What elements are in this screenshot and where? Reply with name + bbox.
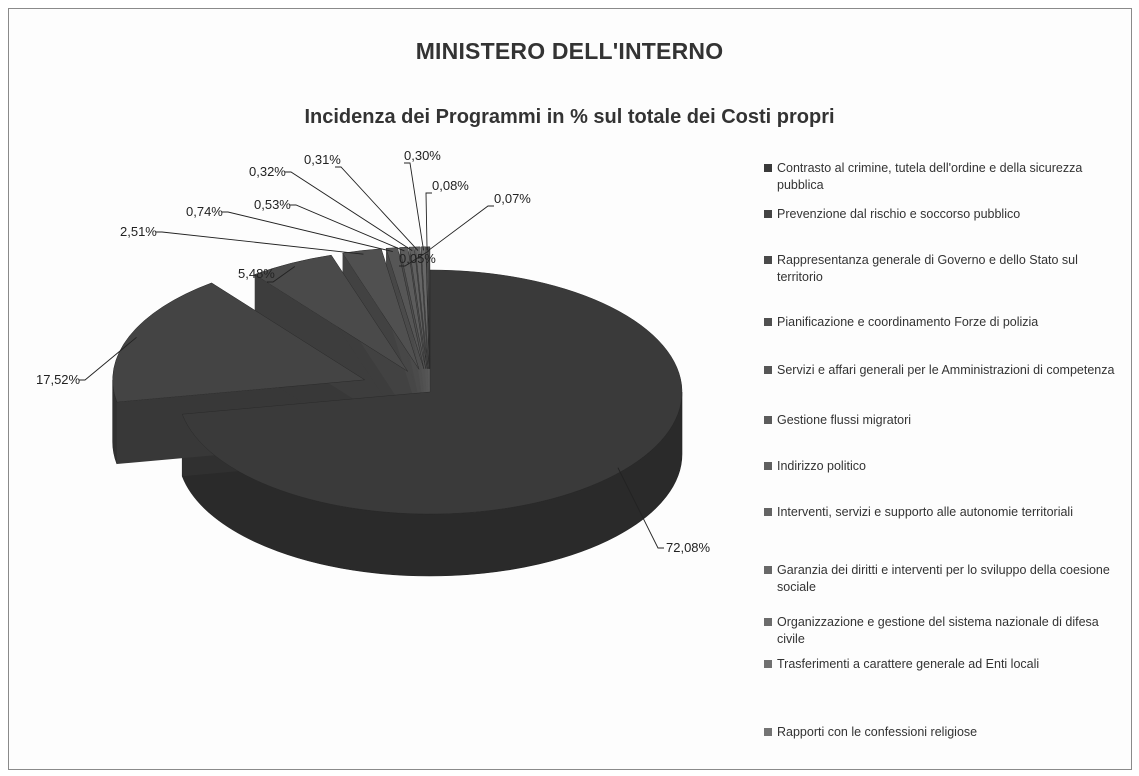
data-label: 0,31% <box>304 152 341 167</box>
pie-slice <box>181 269 683 515</box>
legend-item: Rappresentanza generale di Governo e del… <box>764 252 1116 286</box>
legend-item: Rapporti con le confessioni religiose <box>764 724 1116 741</box>
leader-line <box>425 192 432 251</box>
data-label: 72,08% <box>666 540 711 555</box>
legend-swatch <box>764 508 772 516</box>
legend-swatch <box>764 210 772 218</box>
data-label: 0,53% <box>254 197 291 212</box>
legend-label: Garanzia dei diritti e interventi per lo… <box>777 563 1110 594</box>
legend-label: Rappresentanza generale di Governo e del… <box>777 253 1078 284</box>
chart-subtitle: Incidenza dei Programmi in % sul totale … <box>304 106 835 128</box>
legend-swatch <box>764 318 772 326</box>
legend-label: Rapporti con le confessioni religiose <box>777 725 978 739</box>
leader-line <box>399 250 430 267</box>
data-label: 0,32% <box>249 164 286 179</box>
legend-item: Organizzazione e gestione del sistema na… <box>764 614 1116 648</box>
data-labels: 72,08% 17,52% 5,48% 2,51% 0,74% 0,53% 0,32% 0,3… <box>36 148 711 555</box>
legend-item: Prevenzione dal rischio e soccorso pubbl… <box>764 206 1116 223</box>
legend-label: Organizzazione e gestione del sistema na… <box>777 615 1099 646</box>
leader-line <box>156 231 364 255</box>
legend-swatch <box>764 164 772 172</box>
legend-item: Garanzia dei diritti e interventi per lo… <box>764 562 1116 596</box>
pie-slice <box>428 246 431 369</box>
pie-slice-wall <box>254 274 408 434</box>
legend-label: Prevenzione dal rischio e soccorso pubbl… <box>777 207 1021 221</box>
pie-slice <box>112 282 366 403</box>
pie-slice <box>399 246 427 369</box>
legend-swatch <box>764 366 772 374</box>
pie-slice <box>385 247 425 370</box>
legend-label: Contrasto al crimine, tutela dell'ordine… <box>777 161 1083 192</box>
legend-swatch <box>764 618 772 626</box>
legend-label: Interventi, servizi e supporto alle auto… <box>777 505 1073 519</box>
legend-label: Pianificazione e coordinamento Forze di … <box>777 315 1039 329</box>
legend-label: Indirizzo politico <box>777 459 866 473</box>
pie-tops <box>112 246 683 515</box>
legend-swatch <box>764 416 772 424</box>
data-label: 0,08% <box>432 178 469 193</box>
data-label: 5,48% <box>238 266 275 281</box>
data-label: 0,07% <box>494 191 531 206</box>
leader-line <box>267 266 296 283</box>
leader-line <box>222 211 393 253</box>
legend-swatch <box>764 462 772 470</box>
leader-line <box>290 204 405 252</box>
legend-item: Servizi e affari generali per le Amminis… <box>764 362 1116 379</box>
legend-item: Pianificazione e coordinamento Forze di … <box>764 314 1116 331</box>
leader-line <box>79 336 137 381</box>
legend-swatch <box>764 660 772 668</box>
legend-label: Gestione flussi migratori <box>777 413 912 427</box>
pie-slice <box>254 254 409 372</box>
data-label: 2,51% <box>120 224 157 239</box>
data-label: 0,74% <box>186 204 223 219</box>
leader-line <box>335 166 419 251</box>
leader-line <box>404 162 425 251</box>
data-label: 0,30% <box>404 148 441 163</box>
data-label: 17,52% <box>36 372 81 387</box>
legend-swatch <box>764 256 772 264</box>
legend-item: Contrasto al crimine, tutela dell'ordine… <box>764 160 1116 194</box>
legend-item: Indirizzo politico <box>764 458 1116 475</box>
leader-line <box>428 205 494 251</box>
legend-item: Gestione flussi migratori <box>764 412 1116 429</box>
leader-line <box>617 467 664 549</box>
legend-swatch <box>764 566 772 574</box>
legend-label: Servizi e affari generali per le Amminis… <box>777 363 1115 377</box>
legend-label: Trasferimenti a carattere generale ad En… <box>777 657 1040 671</box>
legend-item: Interventi, servizi e supporto alle auto… <box>764 504 1116 521</box>
leader-line <box>285 171 413 252</box>
chart-title: MINISTERO DELL'INTERNO <box>415 38 724 64</box>
legend-item: Trasferimenti a carattere generale ad En… <box>764 656 1116 673</box>
legend-swatch <box>764 728 772 736</box>
